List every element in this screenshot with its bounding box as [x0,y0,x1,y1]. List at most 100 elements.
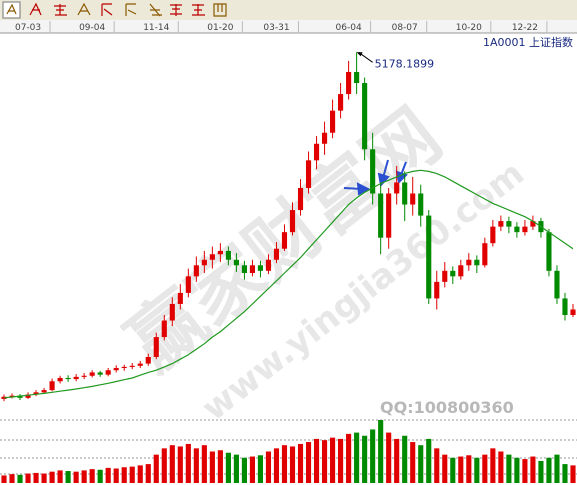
candle-body [217,250,223,255]
volume-bar [482,454,488,483]
volume-bar [17,474,23,483]
volume-bar [378,420,384,483]
candle-body [249,265,256,274]
volume-bar [121,467,127,483]
moving-average [3,169,574,399]
volume-bar [201,445,207,483]
candle-body [9,395,15,397]
volume-bar [193,448,199,483]
candle-body [498,221,504,227]
volume-bar [514,457,520,483]
candle-body [241,265,247,274]
volume-bar [97,469,103,483]
candle-body [265,259,272,271]
volume-bar [281,445,288,483]
candle-body [490,226,496,244]
watermark-qq: QQ:100800360 [380,398,514,417]
volume-bars [1,420,576,483]
x-tick-label: 10-20 [456,23,482,33]
volume-bar [177,446,183,483]
candle-body [514,226,520,233]
volume-bar [169,445,175,483]
volume-bar [49,471,55,483]
candle-body [570,309,576,315]
x-tick-label: 01-20 [207,23,233,33]
volume-bar [386,432,392,483]
volume-bar [338,438,344,483]
volume-bar [562,464,568,483]
candle-body [113,368,119,371]
x-tick-label: 08-07 [392,23,418,33]
candle-body [313,143,320,161]
candle-body [289,210,296,233]
candle-body [137,363,143,366]
volume-bar [466,455,472,483]
annotation: 5178.1899 [375,57,435,70]
candle-body [362,83,368,150]
volume-bar [426,438,432,483]
volume-bar [297,443,304,483]
candle-body [305,160,312,188]
candle-body [506,221,512,227]
candle-body [297,187,304,211]
volume-bar [370,429,376,483]
candle-body [161,320,167,338]
volume-bar [506,454,512,483]
x-tick-label: 07-03 [15,23,41,33]
volume-bar [89,469,95,483]
candle-body [65,377,71,380]
candle-body [33,392,39,395]
volume-bar [105,467,111,483]
candle-body [17,395,23,398]
volume-bar [474,457,480,483]
volume-bar [450,457,456,483]
candle-body [201,259,207,266]
volume-bar [41,473,47,483]
volume-bar [498,451,504,483]
candle-body [386,193,392,238]
candle-body [546,232,552,271]
volume-bar [330,437,336,483]
volume-bar [546,457,552,483]
volume-bar [442,454,448,483]
volume-bar [81,470,87,483]
candle-body [129,365,135,367]
chart-title: 1A0001 上证指数 [483,35,573,49]
volume-bar [161,448,167,483]
volume-bar [490,448,496,483]
candle-body [530,221,536,227]
candle-body [177,292,183,304]
candle-body [169,303,175,321]
volume-bar [570,465,576,483]
volume-bar [434,448,440,483]
volume-bar [418,445,424,483]
volume-bar [410,442,416,483]
candle-body [458,265,464,277]
volume-bar [458,456,464,483]
candle-body [41,390,47,393]
candle-body [442,270,448,282]
candle-body [209,254,215,260]
candle-body [434,281,440,299]
date-bar [0,20,577,33]
candle-body [330,110,336,133]
volume-bar [73,471,79,483]
volume-bar [321,440,328,483]
volume-bar [289,446,296,483]
volume-bar [354,432,360,483]
candle-body [89,372,95,376]
candle-body [281,232,288,249]
candle-body [378,193,384,238]
candle-body [346,71,352,95]
volume-bar [225,452,231,483]
volume-bar [57,470,63,483]
volume-bar [249,456,256,483]
volume-bar [25,473,31,483]
candle-body [522,226,528,233]
volume-bar [394,438,400,483]
candle-body [25,394,31,398]
candle-body [426,215,432,299]
candle-body [418,193,424,216]
volume-bar [153,454,159,483]
